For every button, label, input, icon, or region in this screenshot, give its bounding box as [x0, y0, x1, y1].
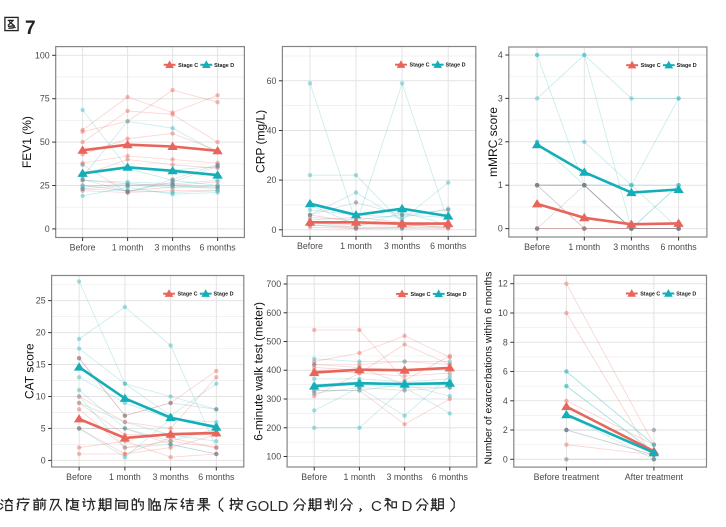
svg-text:0: 0 — [498, 224, 503, 234]
svg-text:Stage C: Stage C — [178, 292, 198, 298]
svg-text:0: 0 — [41, 455, 46, 465]
svg-text:100: 100 — [266, 452, 281, 462]
svg-text:500: 500 — [266, 337, 281, 347]
svg-text:6: 6 — [503, 367, 508, 377]
svg-text:0: 0 — [271, 225, 276, 235]
svg-text:After treatment: After treatment — [625, 472, 684, 482]
svg-text:Stage C: Stage C — [178, 63, 198, 69]
svg-text:4: 4 — [503, 396, 508, 406]
svg-text:25: 25 — [36, 296, 46, 306]
svg-text:Before: Before — [70, 242, 96, 252]
svg-text:C: C — [371, 498, 382, 515]
svg-text:3 months: 3 months — [155, 242, 192, 252]
svg-text:Stage C: Stage C — [641, 63, 661, 69]
svg-text:Stage D: Stage D — [214, 63, 234, 69]
svg-text:Number of exarcerbations withi: Number of exarcerbations within 6 months — [484, 272, 495, 465]
svg-text:1: 1 — [498, 180, 503, 190]
svg-text:1 month: 1 month — [344, 472, 376, 482]
svg-text:3 months: 3 months — [613, 242, 650, 252]
svg-text:Stage D: Stage D — [676, 292, 696, 298]
svg-text:20: 20 — [267, 175, 277, 185]
svg-text:3 months: 3 months — [387, 472, 424, 482]
svg-text:3 months: 3 months — [384, 241, 421, 251]
svg-text:6-minute walk test (meter): 6-minute walk test (meter) — [252, 302, 266, 441]
svg-text:50: 50 — [40, 137, 50, 147]
svg-text:Before treatment: Before treatment — [534, 472, 600, 482]
svg-text:3 months: 3 months — [153, 472, 190, 482]
svg-text:D: D — [402, 498, 413, 515]
svg-text:0: 0 — [45, 224, 50, 234]
svg-text:60: 60 — [267, 76, 277, 86]
svg-text:Stage D: Stage D — [447, 292, 467, 298]
svg-text:FEV1 (%): FEV1 (%) — [20, 116, 34, 168]
svg-text:0: 0 — [503, 454, 508, 464]
svg-text:700: 700 — [266, 279, 281, 289]
svg-text:40: 40 — [267, 126, 277, 136]
svg-text:GOLD: GOLD — [246, 498, 289, 515]
svg-text:Before: Before — [301, 472, 327, 482]
svg-text:6 months: 6 months — [200, 242, 237, 252]
svg-text:200: 200 — [266, 423, 281, 433]
svg-text:Before: Before — [66, 472, 92, 482]
svg-text:400: 400 — [266, 365, 281, 375]
svg-text:1 month: 1 month — [112, 242, 144, 252]
svg-text:Stage C: Stage C — [410, 63, 430, 69]
svg-text:15: 15 — [36, 360, 46, 370]
svg-text:Stage D: Stage D — [446, 63, 466, 69]
svg-text:6 months: 6 months — [198, 472, 235, 482]
svg-text:600: 600 — [266, 308, 281, 318]
svg-text:3: 3 — [498, 93, 503, 103]
svg-text:12: 12 — [498, 279, 508, 289]
svg-text:6 months: 6 months — [661, 242, 698, 252]
svg-text:75: 75 — [40, 94, 50, 104]
svg-text:Stage D: Stage D — [677, 63, 697, 69]
svg-text:CAT score: CAT score — [23, 343, 37, 399]
svg-text:Before: Before — [524, 242, 550, 252]
svg-text:10: 10 — [498, 308, 508, 318]
svg-text:Stage D: Stage D — [214, 292, 234, 298]
svg-text:5: 5 — [41, 423, 46, 433]
svg-text:1 month: 1 month — [340, 241, 372, 251]
svg-text:20: 20 — [36, 328, 46, 338]
svg-text:Stage C: Stage C — [411, 292, 431, 298]
svg-text:25: 25 — [40, 181, 50, 191]
svg-text:6 months: 6 months — [432, 472, 469, 482]
svg-text:2: 2 — [498, 137, 503, 147]
svg-text:7: 7 — [25, 18, 36, 39]
svg-text:100: 100 — [35, 50, 50, 60]
svg-text:1 month: 1 month — [568, 242, 600, 252]
svg-text:2: 2 — [503, 425, 508, 435]
svg-text:300: 300 — [266, 394, 281, 404]
svg-text:8: 8 — [503, 337, 508, 347]
svg-text:10: 10 — [36, 392, 46, 402]
svg-text:4: 4 — [498, 50, 503, 60]
svg-text:6 months: 6 months — [430, 241, 467, 251]
svg-text:1 month: 1 month — [109, 472, 141, 482]
svg-text:CRP (mg/L): CRP (mg/L) — [254, 110, 268, 173]
svg-text:mMRC score: mMRC score — [486, 107, 500, 177]
svg-text:Stage C: Stage C — [640, 292, 660, 298]
svg-text:Before: Before — [297, 241, 323, 251]
